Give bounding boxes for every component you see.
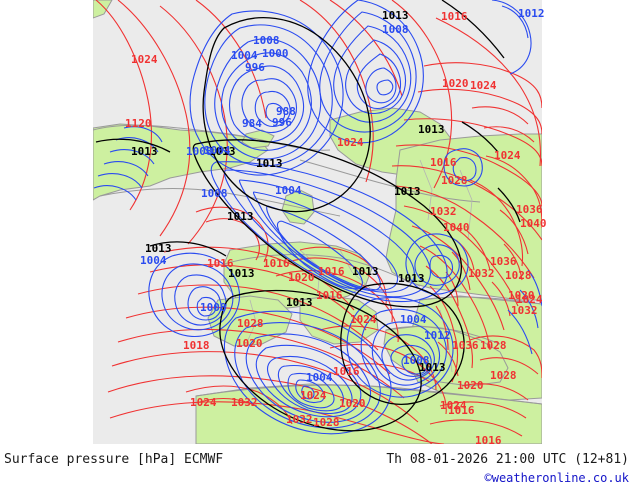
isobar-label: 1012 — [424, 329, 451, 342]
isobar-label: 1018 — [183, 339, 210, 352]
isobar-label: 1004 — [400, 313, 427, 326]
isobar-label: 1028 — [505, 269, 532, 282]
isobar-label: 1008 — [253, 34, 280, 47]
isobar-label: 1016 — [316, 289, 343, 302]
land-north-africa — [195, 383, 542, 444]
isobar-label: 1024 — [494, 149, 521, 162]
isobars-high — [95, 0, 542, 444]
isobar-label: 1036 — [490, 255, 517, 268]
isobar-label: 1016 — [207, 257, 234, 270]
isobar-label: 1020 — [339, 397, 366, 410]
isobar-label: 1028 — [480, 339, 507, 352]
isobar-label: 1016 — [448, 404, 475, 417]
isobar-label: 984 — [242, 117, 262, 130]
isobar-label: 996 — [245, 61, 265, 74]
valid-time: Th 08-01-2026 21:00 UTC (12+81) — [386, 452, 629, 467]
isobar-label: 1016 — [318, 265, 345, 278]
isobar-label: 1008 — [200, 301, 227, 314]
isobar-label: 1013 — [352, 265, 379, 278]
isobars-low — [93, 0, 542, 435]
isobar-label: 1020 — [288, 271, 315, 284]
isobar-label: 1024 — [516, 293, 543, 306]
isobar-label: 1000 — [262, 47, 289, 60]
land-greenland — [93, 0, 113, 19]
map-body — [93, 0, 542, 444]
isobar-label: 1004 — [275, 184, 302, 197]
isobar-label: 1013 — [227, 210, 254, 223]
isobar-label: 1013 — [419, 361, 446, 374]
isobar-label: 1024 — [190, 396, 217, 409]
isobar-label: 1013 — [209, 145, 236, 158]
land-nw-europe — [93, 123, 269, 201]
isobar-label: 1012 — [518, 7, 545, 20]
isobar-label: 988 — [276, 105, 296, 118]
isobar-label: 1040 — [443, 221, 470, 234]
isobar-label: 1024 — [131, 53, 158, 66]
isobar-label: 1016 — [263, 257, 290, 270]
isobar-label: 1013 — [145, 242, 172, 255]
isobar-label: 1024 — [337, 136, 364, 149]
isobar-label: 1004 — [204, 144, 231, 157]
isobar-label: 1024 — [350, 313, 377, 326]
isobar-label: 1032 — [511, 304, 538, 317]
isobar-label: 1028 — [313, 416, 340, 429]
isobars-reference — [95, 0, 521, 432]
isobar-label: 1020 — [442, 77, 469, 90]
footer-bar: Surface pressure [hPa] ECMWF Th 08-01-20… — [0, 445, 634, 490]
isobar-label: 1032 — [468, 267, 495, 280]
product-title: Surface pressure [hPa] ECMWF — [4, 452, 224, 467]
isobar-label: 1013 — [398, 272, 425, 285]
isobar-label: 1004 — [140, 254, 167, 267]
isobar-label: 1020 — [457, 379, 484, 392]
isobar-label: 1036 — [516, 203, 543, 216]
isobar-label: 1004 — [231, 49, 258, 62]
isobar-label: 1120 — [125, 117, 152, 130]
isobar-label: 1016 — [430, 156, 457, 169]
isobar-label: 1013 — [228, 267, 255, 280]
isobar-label: 1004 — [306, 371, 333, 384]
isobar-label: 1013 — [256, 157, 283, 170]
isobar-label: 1016 — [333, 365, 360, 378]
isobar-label: 1024 — [440, 399, 467, 412]
isobar-label: 1008 — [186, 145, 213, 158]
isobar-label: 1024 — [300, 389, 327, 402]
isobar-label: 1036 — [452, 339, 479, 352]
isobar-label: 1032 — [231, 396, 258, 409]
isobar-label: 1020 — [508, 289, 535, 302]
isobar-label: 1008 — [382, 23, 409, 36]
isobar-label: 1013 — [286, 296, 313, 309]
land-eastern-europe-russia — [385, 133, 542, 301]
isobar-label: 1028 — [490, 369, 517, 382]
map-canvas[interactable]: 1013 1008 1016 1012 1024 1008 1004 1000 996 1020 1… — [0, 0, 634, 445]
isobar-label: 1013 — [131, 145, 158, 158]
isobar-label: 1013 — [394, 185, 421, 198]
isobar-label: 1013 — [382, 9, 409, 22]
isobar-label: 1028 — [237, 317, 264, 330]
copyright-credit: ©weatheronline.co.uk — [484, 471, 630, 485]
isobar-label: 1016 — [475, 434, 502, 445]
isobar-label: 1028 — [441, 174, 468, 187]
isobar-label: 1008 — [201, 187, 228, 200]
isobar-label: 1032 — [430, 205, 457, 218]
isobar-label: 1016 — [441, 10, 468, 23]
isobar-label: 996 — [272, 116, 292, 129]
isobar-label: 1040 — [520, 217, 547, 230]
isobar-label: 1008 — [403, 354, 430, 367]
isobar-label: 1020 — [236, 337, 263, 350]
isobar-label: 1024 — [470, 79, 497, 92]
isobar-label: 1032 — [286, 413, 313, 426]
isobar-label: 1013 — [418, 123, 445, 136]
